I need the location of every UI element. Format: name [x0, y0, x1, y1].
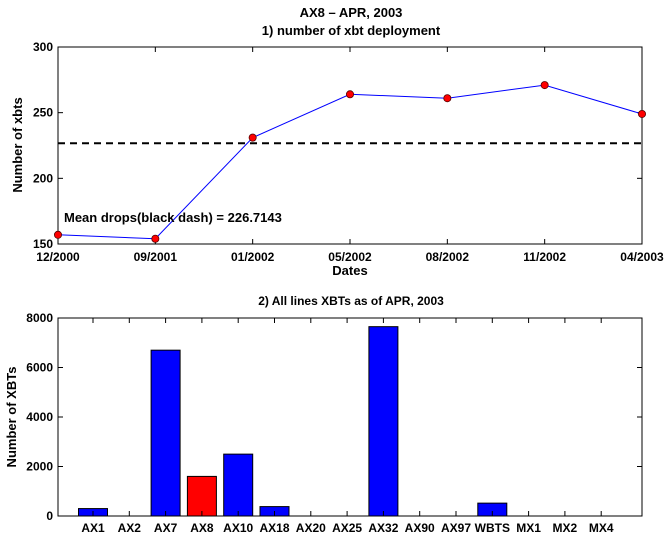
- bar-y-tick-label: 8000: [26, 311, 53, 325]
- bar-x-tick-label: AX2: [118, 521, 142, 535]
- bar-chart-y-ticks: 0 2000 4000 6000 8000: [26, 311, 642, 523]
- bar-x-tick-label: MX4: [589, 521, 614, 535]
- line-chart-y-ticks: 150 200 250 300: [33, 40, 642, 251]
- bar: [186, 475, 217, 517]
- line-x-tick-label: 01/2002: [231, 250, 275, 264]
- line-x-tick-label: 04/2003: [620, 250, 664, 264]
- line-chart-x-ticks: 12/2000 09/2001 01/2002 05/2002 08/2002 11/20…: [36, 47, 664, 264]
- bar: [150, 349, 181, 517]
- bar-x-tick-label: AX32: [368, 521, 398, 535]
- bar: [223, 453, 254, 517]
- line-x-tick-label: 08/2002: [426, 250, 470, 264]
- mean-annotation: Mean drops(black dash) = 226.7143: [64, 210, 282, 225]
- bar-chart-x-ticks: AX1 AX2 AX7 AX8 AX10 AX18 AX20 AX25 AX32 AX90 AX97…: [81, 318, 614, 535]
- bar-x-tick-label: AX25: [332, 521, 362, 535]
- bar-chart: 2) All lines XBTs as of APR, 2003 0 2000 4…: [4, 294, 643, 535]
- line-chart: AX8 – APR, 2003 1) number of xbt deploym…: [10, 5, 664, 278]
- bar-chart-title: 2) All lines XBTs as of APR, 2003: [258, 294, 444, 308]
- bar-x-tick-label: MX2: [553, 521, 578, 535]
- data-point: [54, 230, 63, 239]
- bar-x-tick-label: AX10: [223, 521, 253, 535]
- bar-x-tick-label: AX18: [259, 521, 289, 535]
- data-point: [540, 81, 549, 90]
- data-point: [345, 90, 354, 99]
- line-x-tick-label: 09/2001: [134, 250, 178, 264]
- line-chart-x-label: Dates: [332, 263, 367, 278]
- bar-chart-y-label: Number of XBTs: [4, 367, 19, 468]
- bar-x-tick-label: AX8: [190, 521, 214, 535]
- bar-y-tick-label: 4000: [26, 410, 53, 424]
- bar-chart-bars: [78, 326, 508, 517]
- bar-y-tick-label: 2000: [26, 460, 53, 474]
- line-y-tick-label: 200: [33, 171, 53, 185]
- bar-x-tick-label: AX90: [405, 521, 435, 535]
- line-chart-plot-area: [57, 46, 643, 245]
- line-x-tick-label: 05/2002: [328, 250, 372, 264]
- bar-x-tick-label: AX97: [441, 521, 471, 535]
- line-x-tick-label: 12/2000: [36, 250, 80, 264]
- bar: [368, 326, 399, 517]
- line-y-tick-label: 150: [33, 237, 53, 251]
- line-y-tick-label: 250: [33, 106, 53, 120]
- line-chart-subtitle: 1) number of xbt deployment: [262, 23, 441, 38]
- bar-y-tick-label: 0: [46, 509, 53, 523]
- line-chart-title: AX8 – APR, 2003: [300, 5, 403, 20]
- bar-chart-plot-area: [57, 317, 643, 517]
- bar-x-tick-label: AX20: [296, 521, 326, 535]
- bar-x-tick-label: MX1: [516, 521, 541, 535]
- data-point: [638, 109, 647, 118]
- line-chart-y-label: Number of xbts: [10, 97, 25, 192]
- bar-x-tick-label: AX1: [81, 521, 105, 535]
- line-x-tick-label: 11/2002: [523, 250, 566, 264]
- bar-x-tick-label: WBTS: [475, 521, 510, 535]
- bar-y-tick-label: 6000: [26, 361, 53, 375]
- series-points: [54, 81, 647, 243]
- data-point: [443, 94, 452, 103]
- data-point: [248, 133, 257, 142]
- bar-x-tick-label: AX7: [154, 521, 178, 535]
- line-y-tick-label: 300: [33, 40, 53, 54]
- data-point: [151, 234, 160, 243]
